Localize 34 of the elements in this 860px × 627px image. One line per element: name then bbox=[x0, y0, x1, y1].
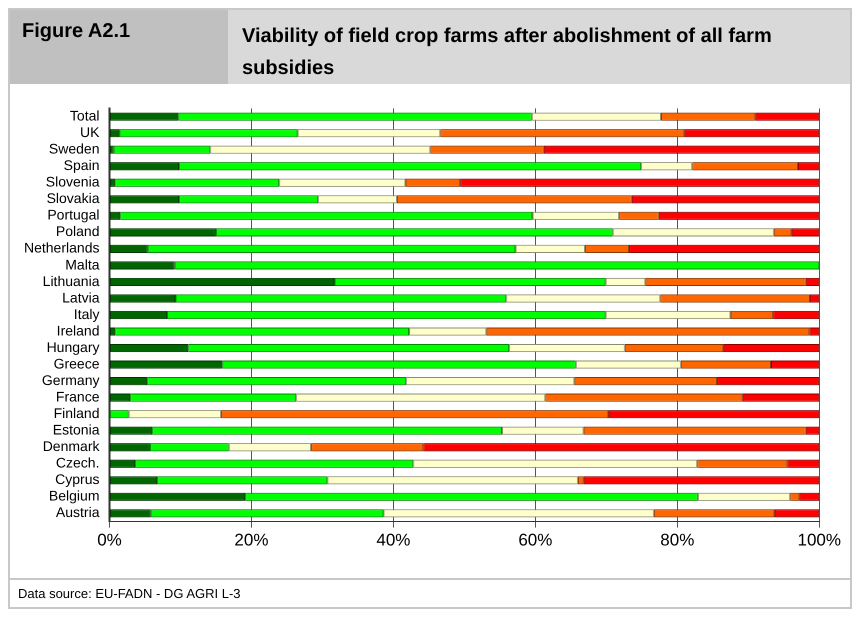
y-tick-label: Greece bbox=[54, 355, 100, 372]
y-tick-label: Netherlands bbox=[24, 240, 100, 256]
y-tick-label: Latvia bbox=[62, 289, 100, 306]
y-tick-label: Cyprus bbox=[55, 471, 100, 488]
source-note: Data source: EU-FADN - DG AGRI L-3 bbox=[17, 585, 242, 603]
y-tick-label: Portugal bbox=[47, 206, 100, 223]
y-tick-label: Austria bbox=[56, 504, 100, 520]
y-tick-label: Lithuania bbox=[42, 272, 100, 289]
y-tick-label: Malta bbox=[65, 256, 100, 272]
x-tick-label: 60% bbox=[518, 530, 552, 550]
y-tick-label: Germany bbox=[42, 372, 100, 388]
y-tick-label: Czech. bbox=[56, 454, 100, 471]
y-tick-label: France bbox=[56, 388, 100, 404]
y-tick-label: Belgium bbox=[48, 488, 100, 504]
y-tick-label: Slovakia bbox=[46, 190, 100, 206]
y-tick-label: Hungary bbox=[46, 338, 100, 355]
chart-title: Viability of field crop farms after abolishment of all farm subsidies bbox=[241, 24, 773, 81]
y-tick-label: Denmark bbox=[42, 438, 100, 454]
y-tick-label: Spain bbox=[64, 157, 100, 174]
x-tick-label: 100% bbox=[798, 530, 841, 550]
x-tick-label: 80% bbox=[660, 530, 694, 550]
y-tick-label: Estonia bbox=[52, 422, 100, 438]
y-tick-label: UK bbox=[80, 124, 100, 140]
x-tick-label: 0% bbox=[97, 530, 122, 550]
y-tick-label: Ireland bbox=[56, 322, 100, 338]
y-tick-label: Total bbox=[70, 108, 100, 124]
x-tick-label: 40% bbox=[376, 530, 410, 550]
y-tick-label: Sweden bbox=[48, 140, 100, 157]
y-tick-label: Finland bbox=[54, 405, 100, 422]
y-tick-label: Slovenia bbox=[46, 174, 100, 190]
y-tick-label: Poland bbox=[56, 223, 100, 240]
x-tick-label: 20% bbox=[234, 530, 268, 550]
y-tick-label: Italy bbox=[74, 306, 100, 322]
caption: Figure A2.1 bbox=[10, 10, 228, 84]
